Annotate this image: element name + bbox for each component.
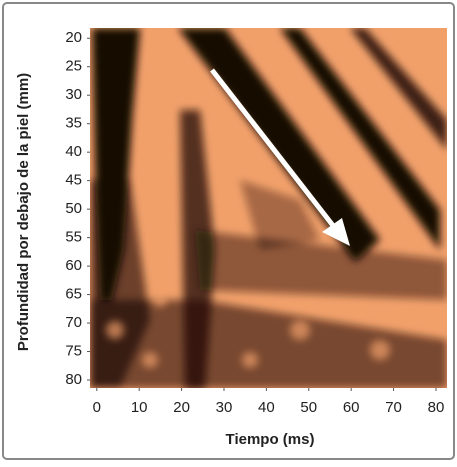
x-tick-label: 40 — [258, 399, 275, 416]
y-tick-label: 55 — [65, 229, 82, 246]
x-tick-label: 30 — [216, 399, 233, 416]
arrow — [210, 68, 350, 246]
y-tick-label: 60 — [65, 257, 82, 274]
x-tick-label: 10 — [131, 399, 148, 416]
y-tick-label: 20 — [65, 29, 82, 46]
y-tick-label: 40 — [65, 143, 82, 160]
y-tick-label: 75 — [65, 343, 82, 360]
x-axis-label: Tiempo (ms) — [226, 431, 315, 448]
x-tick-label: 60 — [343, 399, 360, 416]
x-tick-label: 80 — [428, 399, 445, 416]
heatmap-image — [90, 28, 447, 388]
y-tick-label: 65 — [65, 286, 82, 303]
y-tick-label: 50 — [65, 200, 82, 217]
x-tick-label: 0 — [93, 399, 101, 416]
y-tick-label: 70 — [65, 314, 82, 331]
x-tick-label: 70 — [385, 399, 402, 416]
y-tick-label: 35 — [65, 115, 82, 132]
y-tick-label: 80 — [65, 371, 82, 388]
y-axis-label: Profundidad por debajo de la piel (mm) — [15, 73, 32, 351]
x-tick-label: 50 — [300, 399, 317, 416]
x-tick-label: 20 — [173, 399, 190, 416]
y-tick-label: 25 — [65, 58, 82, 75]
y-tick-label: 45 — [65, 172, 82, 189]
y-tick-label: 30 — [65, 86, 82, 103]
